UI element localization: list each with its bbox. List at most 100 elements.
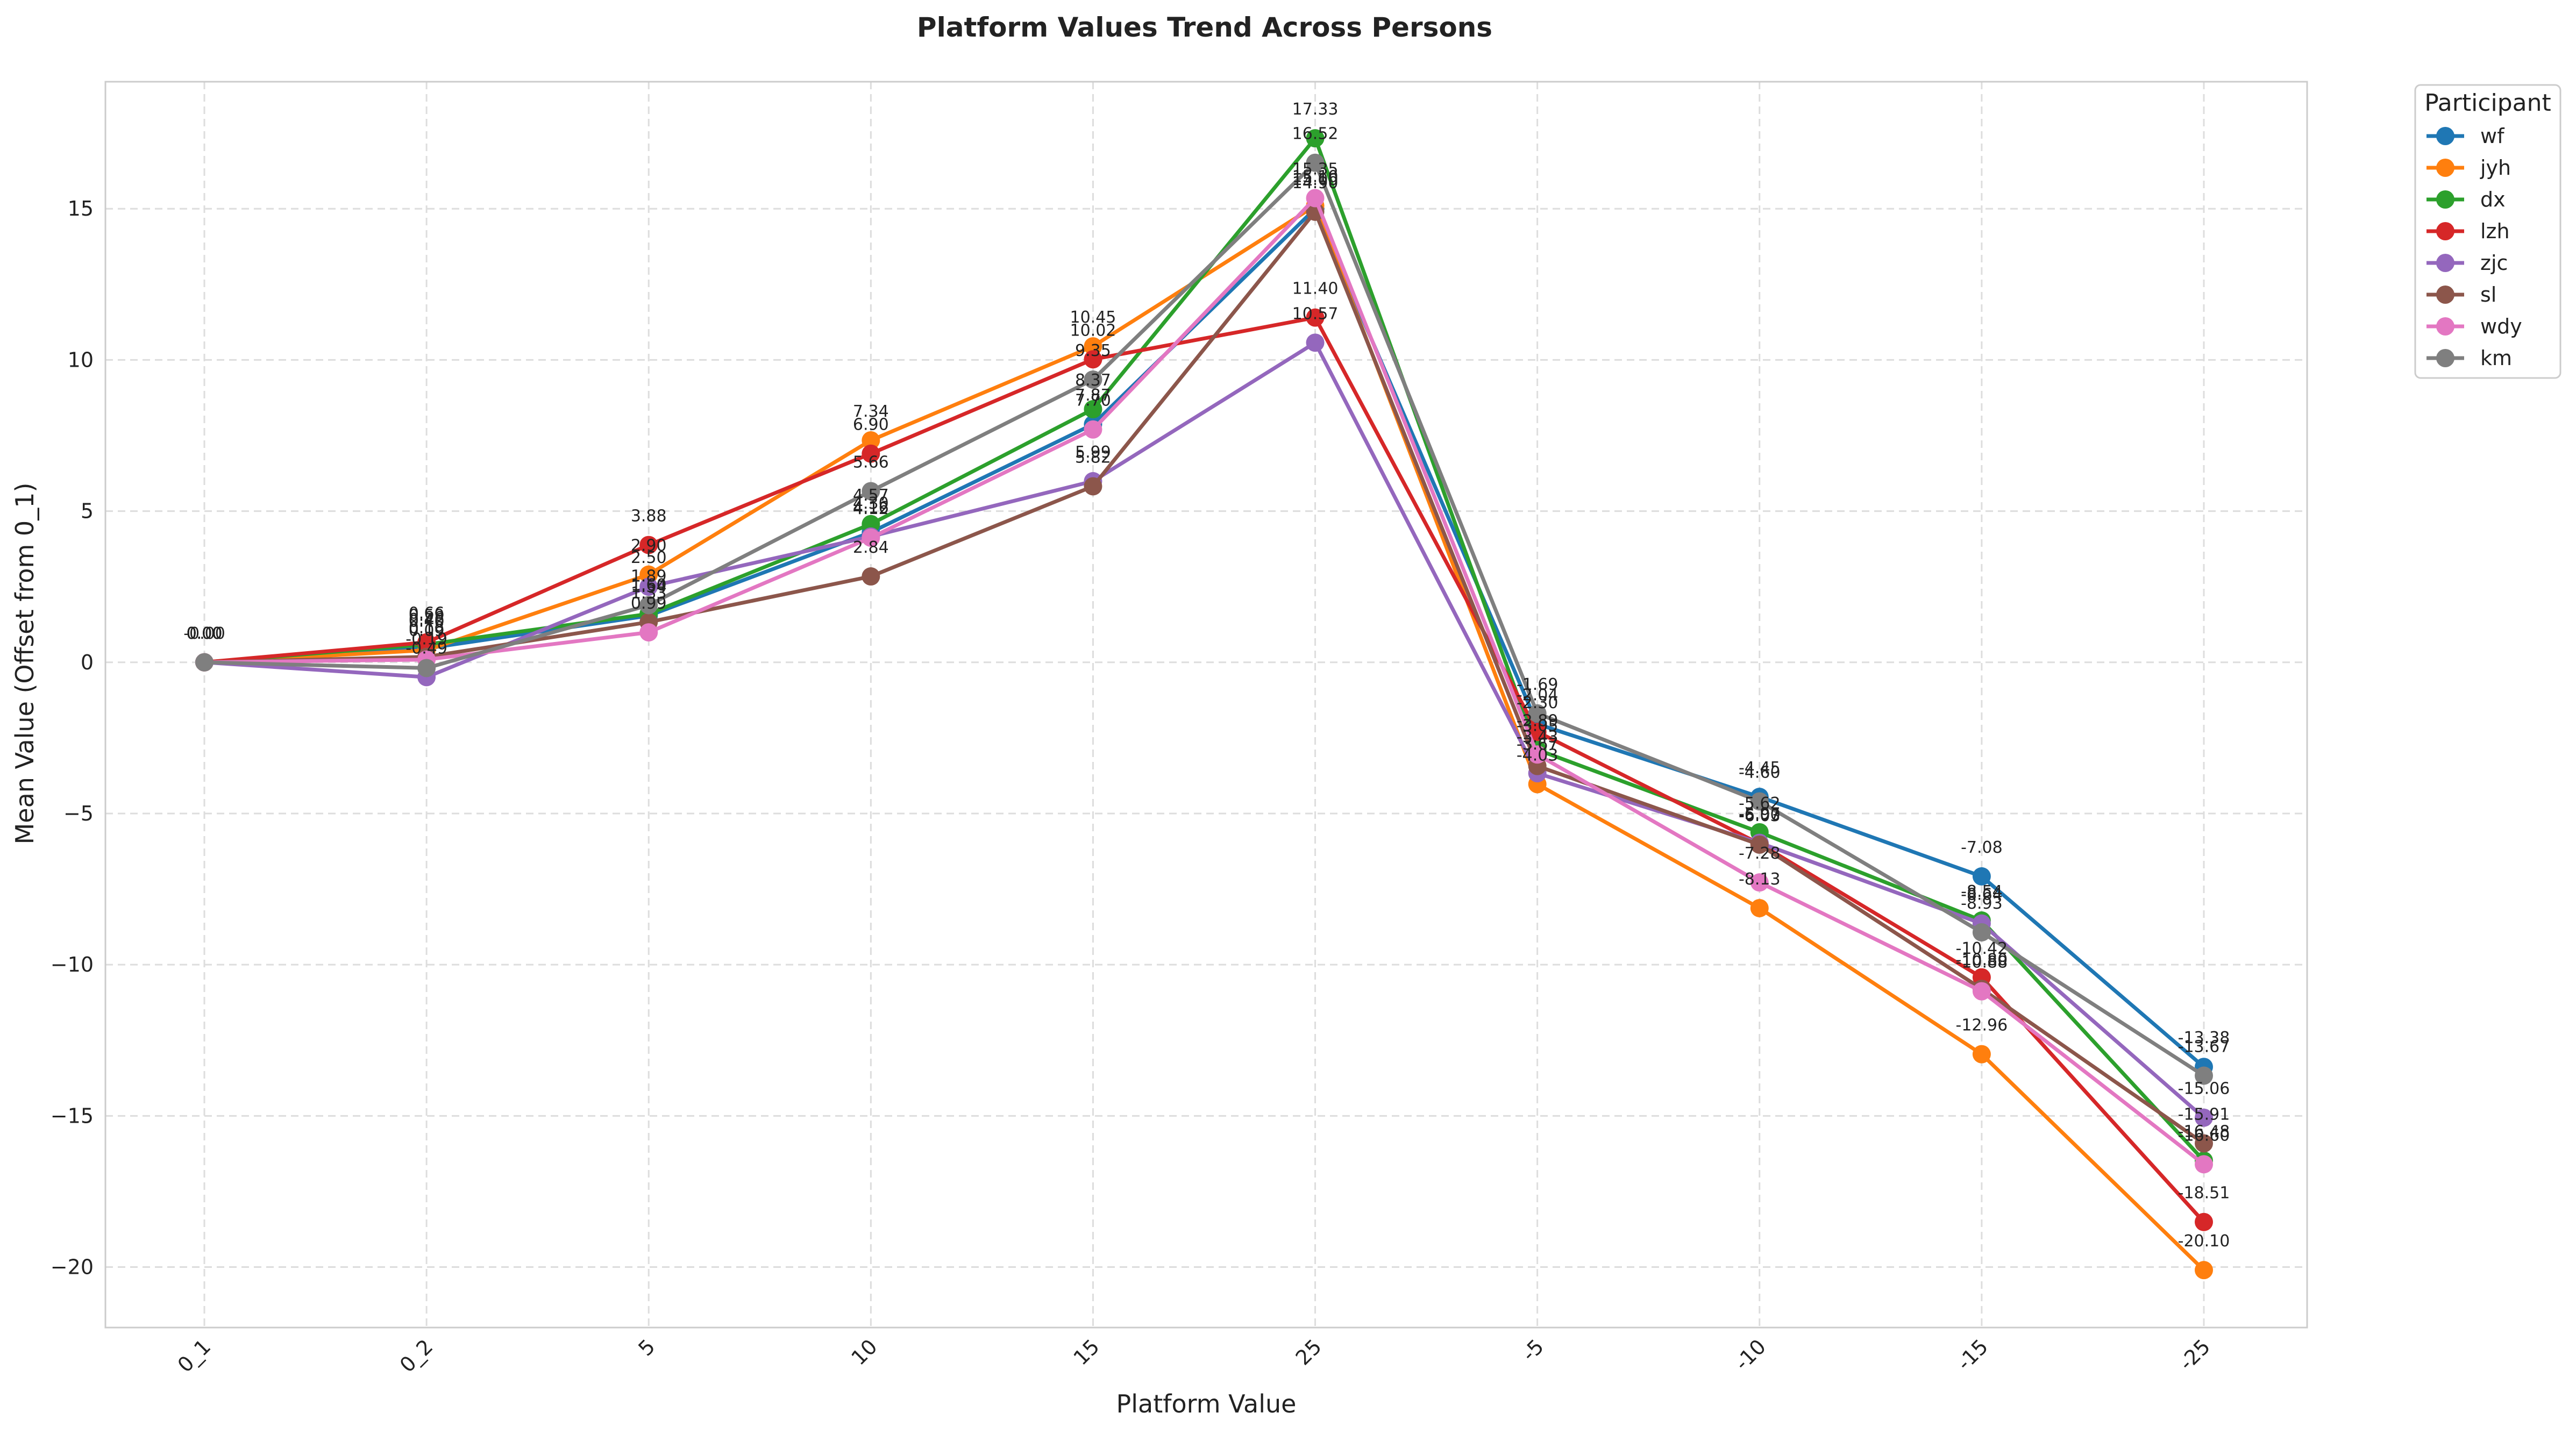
data-label-dx: -16.48 <box>2178 1123 2230 1142</box>
legend-marker-dx <box>2436 190 2454 209</box>
data-label-lzh: 0.66 <box>409 604 445 623</box>
chart-title: Platform Values Trend Across Persons <box>917 12 1492 43</box>
y-tick-labels: −20 −15 −10 −5 0 5 10 15 <box>51 197 94 1279</box>
data-label-jyh: 2.90 <box>631 537 667 555</box>
series-line-wdy <box>204 196 2205 1166</box>
data-label-zjc: 0.00 <box>187 624 223 643</box>
data-label-wdy: -3.05 <box>1517 716 1559 735</box>
series-line-lzh <box>204 316 2205 1224</box>
marker-wdy <box>2195 1155 2213 1174</box>
legend-label-dx: dx <box>2480 188 2506 211</box>
data-labels-layer: 0.00 0.46 1.54 4.30 7.87 15.00 -2.04 -4.45 -7.08… <box>183 100 2230 1251</box>
series-layer <box>195 129 2213 1280</box>
data-label-dx: 17.33 <box>1292 100 1339 119</box>
marker-km <box>1306 153 1325 172</box>
marker-wdy <box>1084 420 1102 439</box>
marker-jyh <box>2195 1261 2213 1280</box>
legend-label-sl: sl <box>2480 283 2496 306</box>
legend-label-zjc: zjc <box>2480 251 2508 275</box>
data-label-jyh: 0.40 <box>409 612 445 631</box>
data-label-dx: 4.57 <box>853 486 889 505</box>
legend-items: wf jyh dx lzh zjc sl wdy km <box>2426 124 2522 370</box>
data-label-dx: 0.59 <box>409 607 445 625</box>
data-label-wf: 7.87 <box>1075 386 1111 405</box>
data-label-wf: -4.45 <box>1739 759 1781 777</box>
data-label-wdy: 15.35 <box>1292 160 1339 179</box>
data-label-km: -0.00 <box>183 624 225 643</box>
data-label-sl: 2.84 <box>853 538 889 557</box>
data-label-jyh: 7.34 <box>853 402 889 421</box>
data-label-wf: -7.08 <box>1961 838 2003 857</box>
data-label-wdy: -16.60 <box>2178 1126 2230 1145</box>
data-label-wf: 0.46 <box>409 610 445 629</box>
data-label-sl: 5.82 <box>1075 448 1111 467</box>
y-tick-label: 10 <box>68 348 94 372</box>
marker-wdy <box>639 623 658 642</box>
data-label-dx: 0.00 <box>187 624 223 643</box>
marker-zjc <box>1306 333 1325 352</box>
marker-sl <box>1084 477 1102 496</box>
marker-lzh <box>2195 1212 2213 1231</box>
data-label-sl: 0.00 <box>187 624 223 643</box>
data-label-sl: -10.80 <box>1956 951 2008 969</box>
marker-zjc <box>2195 1108 2213 1127</box>
data-label-wdy: 7.70 <box>1075 391 1111 410</box>
data-label-km: -1.69 <box>1517 675 1559 694</box>
legend-label-km: km <box>2480 346 2512 370</box>
marker-km <box>195 653 214 672</box>
marker-km <box>1972 923 1991 941</box>
data-label-jyh: 15.10 <box>1292 168 1339 187</box>
data-label-wdy: 0.00 <box>187 624 223 643</box>
marker-zjc <box>639 577 658 596</box>
data-label-zjc: 4.16 <box>853 498 889 517</box>
data-label-jyh: -12.96 <box>1956 1016 2008 1035</box>
marker-sl <box>862 567 880 586</box>
data-label-km: 16.52 <box>1292 125 1339 144</box>
marker-wdy <box>1528 745 1547 764</box>
data-label-km: 1.89 <box>631 567 667 586</box>
data-label-sl: -15.91 <box>2178 1105 2230 1124</box>
data-label-km: -0.19 <box>405 630 447 648</box>
marker-km <box>1750 792 1769 811</box>
marker-km <box>1084 370 1102 389</box>
series-line-sl <box>204 210 2205 1145</box>
data-label-wf: 4.30 <box>853 494 889 513</box>
series-line-km <box>204 161 2205 1078</box>
data-label-lzh: 3.88 <box>631 507 667 526</box>
data-label-zjc: 5.99 <box>1075 443 1111 462</box>
marker-jyh <box>1972 1045 1991 1064</box>
data-label-zjc: -15.06 <box>2178 1080 2230 1098</box>
data-label-wf: 0.00 <box>187 624 223 643</box>
data-label-km: -4.60 <box>1739 763 1781 782</box>
legend-title: Participant <box>2424 89 2551 117</box>
data-label-zjc: -3.67 <box>1517 735 1559 754</box>
marker-wdy <box>1750 873 1769 892</box>
data-label-zjc: -5.97 <box>1739 805 1781 824</box>
data-label-zjc: -8.64 <box>1961 886 2003 904</box>
grid-layer <box>105 82 2307 1328</box>
marker-dx <box>1084 400 1102 419</box>
data-label-wdy: 4.12 <box>853 500 889 518</box>
data-label-jyh: -4.03 <box>1517 746 1559 765</box>
data-label-dx: -8.54 <box>1961 882 2003 901</box>
legend-marker-wdy <box>2436 317 2454 336</box>
marker-km <box>2195 1066 2213 1085</box>
y-tick-label: −10 <box>51 953 94 976</box>
legend-marker-jyh <box>2436 159 2454 177</box>
legend-label-jyh: jyh <box>2480 156 2511 180</box>
data-label-dx: 8.37 <box>1075 371 1111 390</box>
legend-marker-wf <box>2436 127 2454 145</box>
data-label-lzh: 0.00 <box>187 624 223 643</box>
marker-wdy <box>1306 189 1325 208</box>
data-label-dx: -5.62 <box>1739 794 1781 813</box>
x-axis-label: Platform Value <box>1116 1389 1297 1418</box>
data-label-dx: -2.89 <box>1517 711 1559 730</box>
y-tick-label: 5 <box>81 500 94 523</box>
data-label-zjc: 10.57 <box>1292 304 1339 323</box>
marker-lzh <box>417 633 436 652</box>
data-label-wf: -13.38 <box>2178 1029 2230 1047</box>
marker-dx <box>1306 129 1325 148</box>
data-label-zjc: 2.50 <box>631 548 667 567</box>
